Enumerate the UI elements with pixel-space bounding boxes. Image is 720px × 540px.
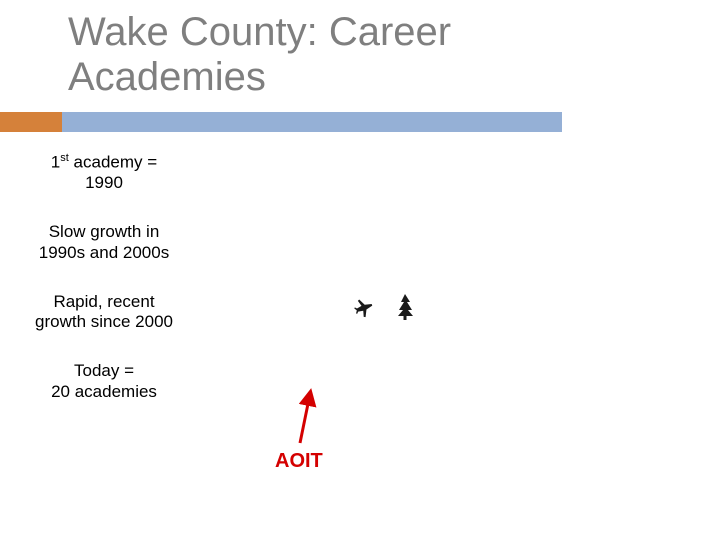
bullet-list: 1st academy = 1990 Slow growth in 1990s … <box>14 152 194 431</box>
bullet-4: Today = 20 academies <box>14 361 194 402</box>
aoit-label: AOIT <box>275 450 323 473</box>
arrow-line <box>300 394 310 443</box>
accent-bar-blue <box>62 112 562 132</box>
arrow-icon <box>290 388 330 448</box>
accent-bar <box>0 112 562 132</box>
tree-icon <box>396 294 414 320</box>
slide-title-line2: Academies <box>68 55 451 100</box>
bullet-3: Rapid, recent growth since 2000 <box>14 292 194 333</box>
airplane-icon <box>354 296 378 320</box>
slide: Wake County: Career Academies 1st academ… <box>0 0 720 540</box>
bullet-1: 1st academy = 1990 <box>14 152 194 194</box>
bullet-2: Slow growth in 1990s and 2000s <box>14 222 194 263</box>
slide-title-line1: Wake County: Career <box>68 10 451 55</box>
title-block: Wake County: Career Academies <box>68 10 451 100</box>
accent-bar-orange <box>0 112 62 132</box>
